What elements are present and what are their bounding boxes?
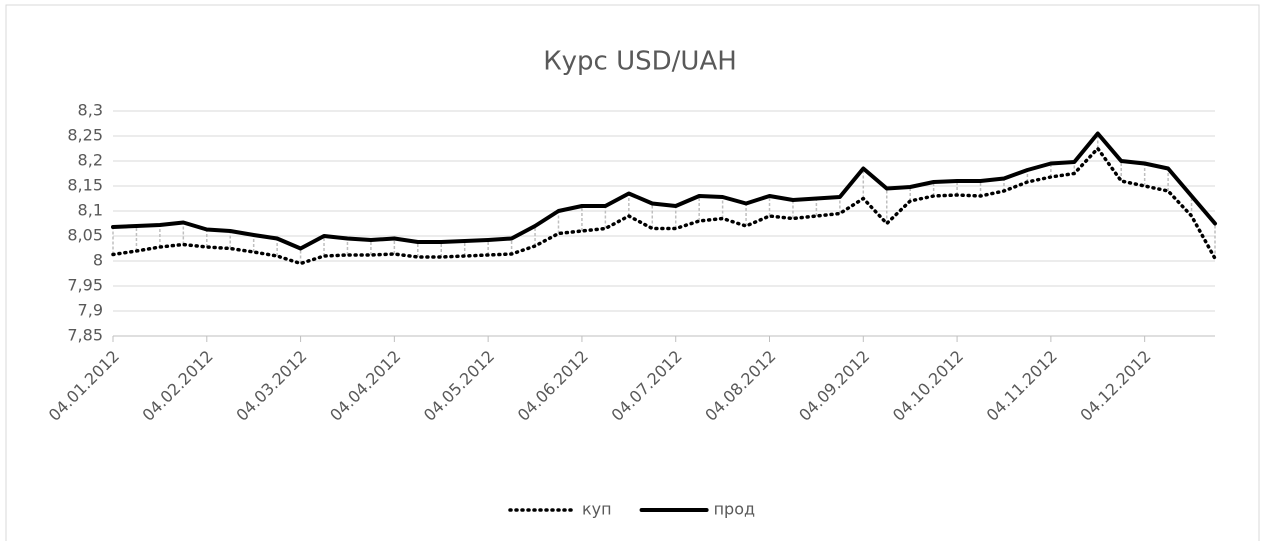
y-tick-label: 8,25	[67, 126, 103, 145]
y-tick-label: 8,15	[67, 176, 103, 195]
y-tick-label: 8,1	[78, 201, 103, 220]
legend-label: прод	[714, 500, 755, 519]
y-tick-label: 8,3	[78, 101, 103, 120]
legend-label: куп	[582, 500, 612, 519]
series-line	[111, 131, 1217, 251]
y-tick-label: 7,85	[67, 326, 103, 345]
y-tick-label: 8,05	[67, 226, 103, 245]
y-tick-label: 8	[93, 251, 103, 270]
chart-frame	[5, 4, 1260, 541]
series-line	[111, 146, 1217, 266]
y-tick-label: 7,95	[67, 276, 103, 295]
y-tick-label: 7,9	[78, 301, 103, 320]
y-tick-label: 8,2	[78, 151, 103, 170]
chart-title: Курс USD/UAH	[543, 47, 737, 77]
